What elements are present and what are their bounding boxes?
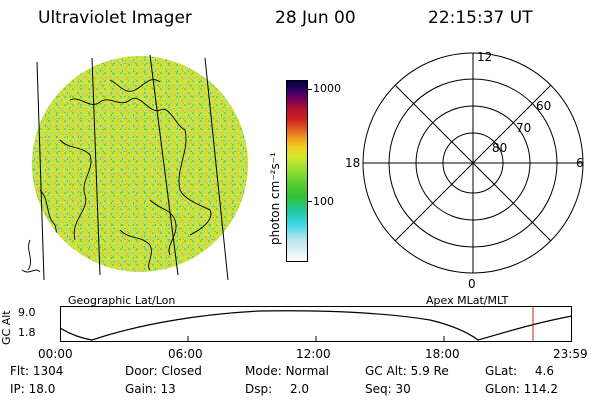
colorbar-tick-100 bbox=[307, 201, 312, 202]
glon-info: GLon: 114.2 bbox=[485, 382, 558, 396]
gain-info: Gain: 13 bbox=[125, 382, 176, 396]
ip-info: IP: 18.0 bbox=[10, 382, 55, 396]
orbit-ytick-high: 9.0 bbox=[18, 306, 36, 319]
door-info: Door: Closed bbox=[125, 364, 202, 378]
door-label: Door: bbox=[125, 364, 158, 378]
door-value: Closed bbox=[161, 364, 202, 378]
ip-label: IP: bbox=[10, 382, 25, 396]
glat-label: GLat: bbox=[485, 364, 518, 378]
glon-label: GLon: bbox=[485, 382, 520, 396]
orbit-xtick-1200: 12:00 bbox=[296, 347, 331, 361]
mode-info: Mode: Normal bbox=[245, 364, 329, 378]
dsp-info: Dsp: 2.0 bbox=[245, 382, 309, 396]
orbit-xtick-0600: 06:00 bbox=[168, 347, 203, 361]
orbit-xtick-2359: 23:59 bbox=[553, 347, 588, 361]
gain-value: 13 bbox=[160, 382, 176, 396]
colorbar-unit-label: photon cm⁻²s⁻¹ bbox=[268, 152, 282, 245]
colorbar bbox=[286, 80, 308, 262]
orbit-ytick-low: 1.8 bbox=[18, 326, 36, 339]
seq-value: 30 bbox=[395, 382, 411, 396]
flt-value: 1304 bbox=[32, 364, 64, 378]
dsp-value: 2.0 bbox=[289, 382, 310, 396]
glat-info: GLat: 4.6 bbox=[485, 364, 554, 378]
seq-info: Seq: 30 bbox=[365, 382, 411, 396]
lat-label-70: 70 bbox=[516, 121, 531, 135]
mode-value: Normal bbox=[285, 364, 329, 378]
mlt-label-0: 0 bbox=[468, 277, 476, 291]
ip-value: 18.0 bbox=[28, 382, 56, 396]
polar-diagonal-2 bbox=[394, 84, 552, 242]
orbit-altitude-curve bbox=[60, 310, 573, 341]
lat-label-60: 60 bbox=[536, 99, 551, 113]
orbit-ylabel: GC Alt bbox=[0, 310, 13, 345]
mlt-label-18: 18 bbox=[345, 156, 360, 170]
polar-panel-label: Apex MLat/MLT bbox=[426, 294, 509, 307]
colorbar-tick-1000 bbox=[307, 89, 312, 90]
instrument-title: Ultraviolet Imager bbox=[38, 8, 192, 28]
orbit-xtick-0000: 00:00 bbox=[38, 347, 73, 361]
gcalt-info: GC Alt: 5.9 Re bbox=[365, 364, 449, 378]
flt-label: Flt: bbox=[10, 364, 29, 378]
uv-image-panel bbox=[21, 54, 248, 281]
polar-plot: 12 0 18 6 60 70 80 bbox=[345, 50, 584, 291]
image-panel-label: Geographic Lat/Lon bbox=[68, 294, 176, 307]
date-label: 28 Jun 00 bbox=[275, 8, 356, 28]
gcalt-value: 5.9 Re bbox=[410, 364, 449, 378]
glon-value: 114.2 bbox=[523, 382, 558, 396]
mlt-label-12: 12 bbox=[477, 50, 492, 64]
gain-label: Gain: bbox=[125, 382, 157, 396]
mode-label: Mode: bbox=[245, 364, 282, 378]
lat-label-80: 80 bbox=[492, 141, 507, 155]
seq-label: Seq: bbox=[365, 382, 392, 396]
colorbar-label-1000: 1000 bbox=[313, 82, 341, 95]
flt-info: Flt: 1304 bbox=[10, 364, 63, 378]
orbit-xtick-1800: 18:00 bbox=[425, 347, 460, 361]
orbit-plot bbox=[60, 306, 573, 342]
gcalt-label: GC Alt: bbox=[365, 364, 407, 378]
dsp-label: Dsp: bbox=[245, 382, 273, 396]
time-label: 22:15:37 UT bbox=[428, 8, 533, 28]
mlt-label-6: 6 bbox=[576, 156, 584, 170]
glat-value: 4.6 bbox=[534, 364, 555, 378]
colorbar-label-100: 100 bbox=[313, 195, 334, 208]
